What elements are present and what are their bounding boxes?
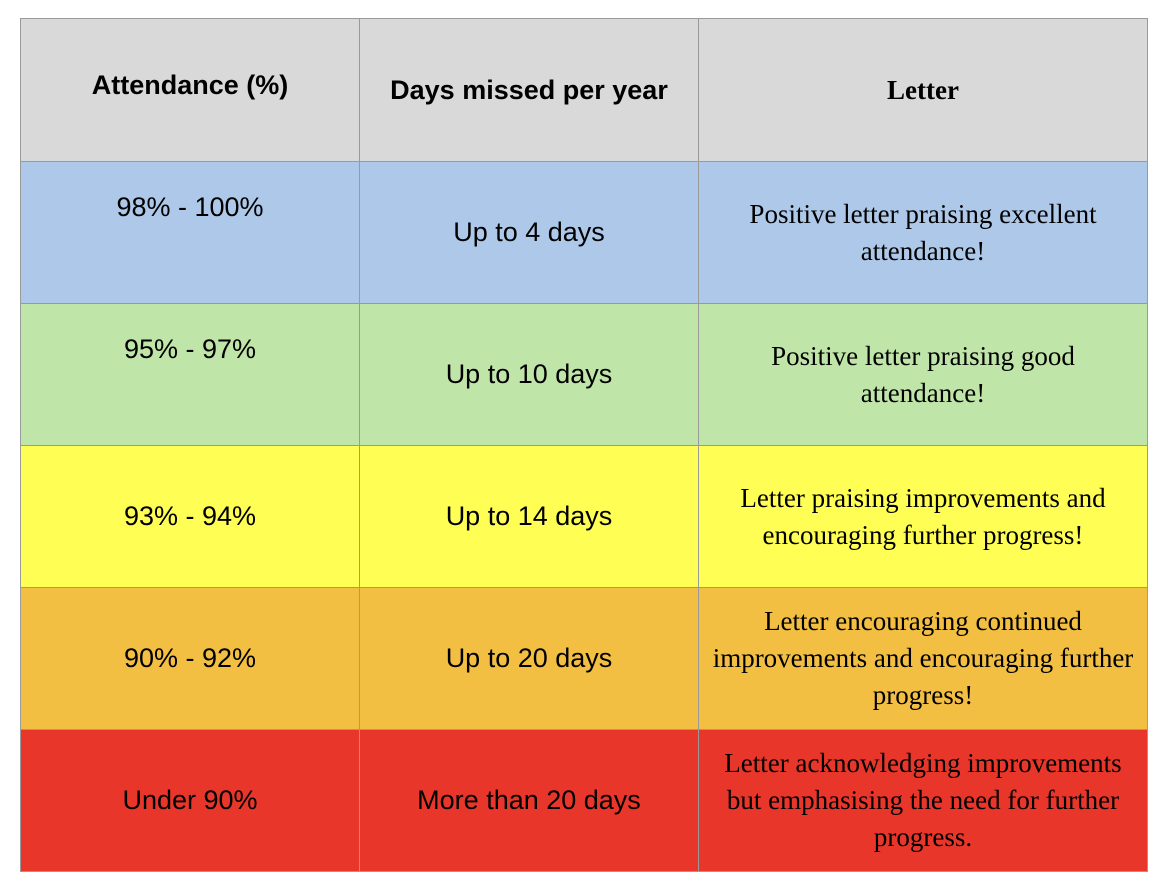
days-missed-cell: Up to 20 days <box>359 587 699 730</box>
letter-cell: Positive letter praising good attendance… <box>698 303 1148 446</box>
table-row: 95% - 97% Up to 10 days Positive letter … <box>20 303 1148 446</box>
table-row: 98% - 100% Up to 4 days Positive letter … <box>20 161 1148 304</box>
days-missed-cell: Up to 4 days <box>359 161 699 304</box>
attendance-cell: 93% - 94% <box>20 445 360 588</box>
attendance-cell: 90% - 92% <box>20 587 360 730</box>
header-attendance: Attendance (%) <box>20 18 360 162</box>
letter-cell: Letter praising improvements and encoura… <box>698 445 1148 588</box>
letter-cell: Letter acknowledging improvements but em… <box>698 729 1148 872</box>
table-row: Under 90% More than 20 days Letter ackno… <box>20 729 1148 872</box>
attendance-letter-table: Attendance (%) Days missed per year Lett… <box>20 18 1148 872</box>
attendance-cell: Under 90% <box>20 729 360 872</box>
days-missed-cell: Up to 10 days <box>359 303 699 446</box>
header-letter: Letter <box>698 18 1148 162</box>
attendance-cell: 98% - 100% <box>20 161 360 304</box>
letter-cell: Positive letter praising excellent atten… <box>698 161 1148 304</box>
table-row: 90% - 92% Up to 20 days Letter encouragi… <box>20 587 1148 730</box>
header-days-missed: Days missed per year <box>359 18 699 162</box>
letter-cell: Letter encouraging continued improvement… <box>698 587 1148 730</box>
table-row: 93% - 94% Up to 14 days Letter praising … <box>20 445 1148 588</box>
days-missed-cell: More than 20 days <box>359 729 699 872</box>
days-missed-cell: Up to 14 days <box>359 445 699 588</box>
attendance-cell: 95% - 97% <box>20 303 360 446</box>
header-row: Attendance (%) Days missed per year Lett… <box>20 18 1148 162</box>
